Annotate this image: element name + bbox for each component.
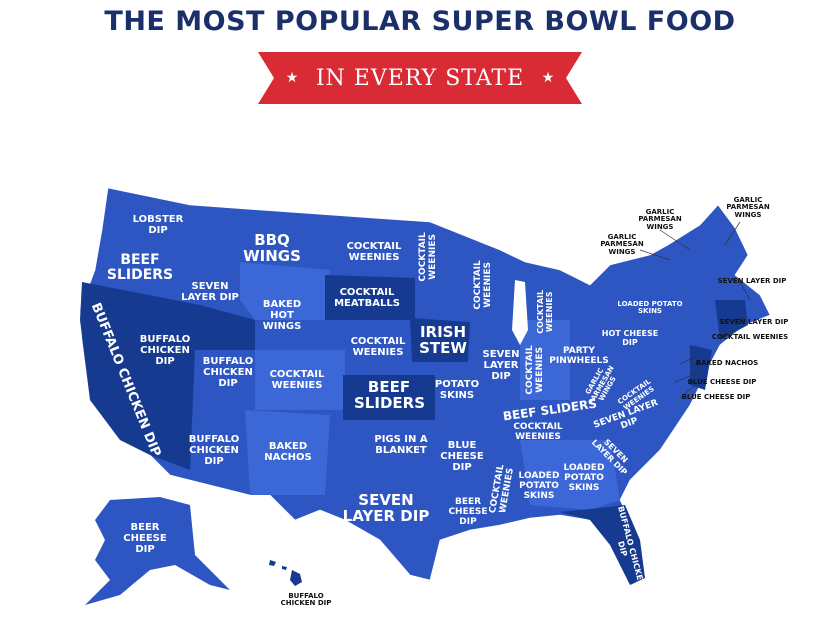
state-label: COCKTAIL WEENIES: [711, 333, 789, 341]
region-dark: [325, 275, 415, 320]
region-light: [245, 410, 330, 495]
state-label: COCKTAIL WEENIES: [350, 336, 406, 358]
region-dark: [80, 282, 255, 470]
state-label: BUFFALO CHICKEN DIP: [280, 591, 332, 608]
banner-ribbon: [258, 52, 582, 104]
region-light: [520, 320, 570, 400]
state-label: SEVEN LAYER DIP: [719, 318, 789, 326]
title: THE MOST POPULAR SUPER BOWL FOOD: [104, 6, 736, 37]
region-dark: [690, 345, 712, 390]
state-label: BUFFALO CHICKEN DIP: [188, 433, 240, 467]
state-label: BBQ WINGS: [243, 230, 301, 265]
state-label: LOBSTER DIP: [132, 214, 184, 236]
state-label: SEVEN LAYER DIP: [482, 348, 520, 382]
state-label: COCKTAIL WEENIES: [525, 345, 545, 395]
state-label: BEEF SLIDERS: [106, 251, 174, 283]
region-dark: [560, 505, 645, 585]
state-label: POTATO SKINS: [434, 379, 480, 401]
state-label: BLUE CHEESE DIP: [681, 393, 751, 401]
region-light: [255, 350, 345, 410]
state-label: GARLIC PARMESAN WINGS: [638, 207, 682, 231]
state-label: LOADED POTATO SKINS: [617, 299, 683, 316]
region-light: [240, 262, 330, 320]
state-label: BAKED NACHOS: [695, 359, 759, 367]
state-label: IRISH STEW: [419, 322, 467, 357]
state-label: GARLIC PARMESAN WINGS: [726, 195, 770, 219]
state-label: BEEF SLIDERS: [354, 377, 425, 412]
state-label: BAKED HOT WINGS: [262, 298, 302, 332]
state-label: BAKED NACHOS: [264, 441, 312, 463]
state-label: BLUE CHEESE DIP: [440, 439, 484, 473]
state-label: COCKTAIL WEENIES: [513, 422, 563, 442]
state-label: BLUE CHEESE DIP: [687, 378, 757, 386]
star: ★: [286, 70, 299, 86]
state-label: COCKTAIL WEENIES: [418, 232, 438, 282]
leader-lines: [639, 221, 751, 399]
state-label: COCKTAIL WEENIES: [269, 369, 325, 391]
state-label: COCKTAIL WEENIES: [346, 241, 402, 263]
state-label: BEER CHEESE DIP: [448, 497, 488, 527]
state-label: SEVEN LAYER DIP: [342, 490, 430, 525]
region-light: [520, 440, 620, 510]
lake: [512, 280, 528, 345]
region-dark: [343, 375, 435, 420]
banner-text: IN EVERY STATE: [315, 66, 525, 91]
state-label: BUFFALO CHICKEN DIP: [202, 355, 254, 389]
state-label: COCKTAIL WEENIES: [473, 260, 493, 310]
region-dark: [715, 300, 748, 340]
state-label: BEER CHEESE DIP: [123, 521, 167, 555]
region-dark: [410, 318, 470, 362]
us-hawaii: [269, 560, 302, 586]
state-label: PIGS IN A BLANKET: [374, 434, 428, 456]
star: ★: [542, 70, 555, 86]
state-label: BUFFALO CHICKEN DIP: [139, 333, 191, 367]
state-label: SEVEN LAYER DIP: [717, 277, 787, 285]
state-label: COCKTAIL MEATBALLS: [334, 287, 400, 309]
us-alaska: [85, 497, 230, 605]
state-label: LOADED POTATO SKINS: [518, 471, 560, 501]
state-label: LOADED POTATO SKINS: [563, 463, 605, 493]
state-label: PARTY PINWHEELS: [549, 346, 609, 366]
state-label: HOT CHEESE DIP: [601, 329, 659, 347]
state-label: SEVEN LAYER DIP: [181, 281, 239, 303]
state-label: GARLIC PARMESAN WINGS: [600, 232, 644, 256]
